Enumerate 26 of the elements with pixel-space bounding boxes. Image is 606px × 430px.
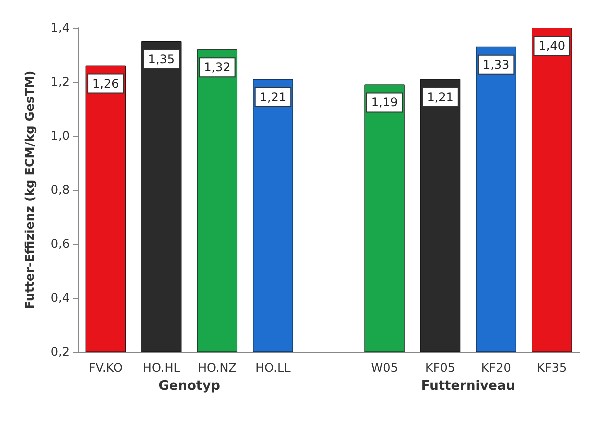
y-tick-label: 1,4 — [50, 21, 70, 35]
y-tick-label: 1,0 — [50, 129, 70, 143]
x-tick-label: W05 — [371, 361, 398, 375]
data-label: 1,35 — [148, 52, 176, 66]
data-label: 1,21 — [427, 90, 454, 104]
x-tick-label: KF05 — [426, 361, 456, 375]
y-tick-label: 1,2 — [50, 75, 70, 89]
y-axis-title: Futter-Effizienz (kg ECM/kg GesTM) — [23, 70, 37, 310]
x-tick-label: HO.HL — [142, 361, 181, 375]
data-label: 1,19 — [371, 96, 398, 110]
y-tick-label: 0,4 — [50, 291, 70, 305]
text: Futterniveau — [421, 379, 516, 394]
x-tick-label: FV.KO — [88, 361, 123, 375]
y-tick-label: 0,6 — [50, 237, 70, 251]
data-label: 1,21 — [260, 90, 287, 104]
text: Genotyp — [158, 379, 220, 394]
data-label: 1,26 — [92, 76, 120, 91]
y-tick-label: 0,2 — [50, 345, 70, 359]
x-tick-label: HO.NZ — [198, 361, 237, 375]
data-label: 1,32 — [204, 60, 231, 75]
x-tick-label: HO.LL — [256, 361, 292, 375]
x-tick-label: KF35 — [537, 361, 568, 375]
x-tick-label: KF20 — [481, 361, 512, 375]
data-label: 1,40 — [538, 39, 566, 53]
data-label: 1,33 — [482, 58, 510, 72]
y-tick-label: 0,8 — [50, 183, 70, 197]
